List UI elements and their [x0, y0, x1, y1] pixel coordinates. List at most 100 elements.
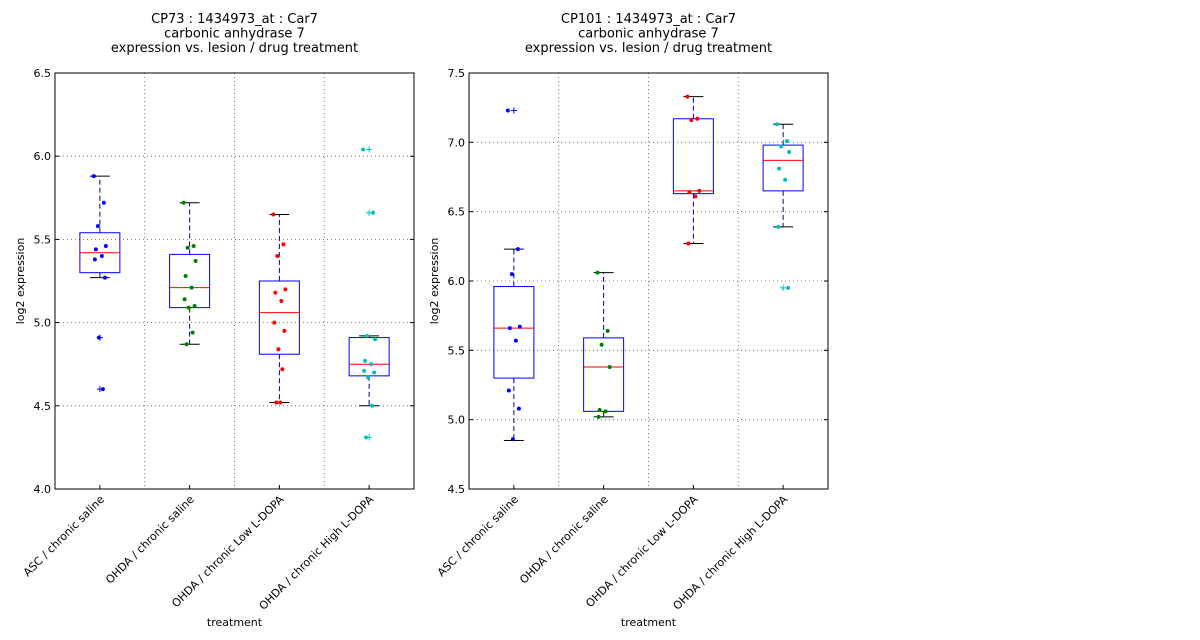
box-iqr	[348, 337, 390, 377]
data-point	[282, 328, 287, 333]
flier-marker	[510, 107, 517, 114]
data-point	[517, 324, 522, 329]
box-iqr	[583, 337, 625, 412]
data-point	[279, 298, 284, 303]
data-point	[276, 347, 281, 352]
data-point	[506, 388, 511, 393]
y-tick-label: 7.5	[448, 67, 466, 80]
data-point	[281, 242, 286, 247]
data-point	[783, 177, 788, 182]
data-point	[599, 342, 604, 347]
y-tick-label: 4.0	[34, 483, 52, 496]
data-point	[181, 200, 186, 205]
data-point	[361, 147, 366, 152]
y-tick-label: 6.5	[34, 67, 52, 80]
data-point	[183, 274, 188, 279]
data-point	[787, 150, 792, 155]
data-point	[516, 406, 521, 411]
data-point	[366, 375, 371, 380]
chart-title-line-3: expression vs. lesion / drug treatment	[525, 41, 772, 56]
data-point	[597, 407, 602, 412]
data-point	[697, 188, 702, 193]
data-point	[775, 122, 780, 127]
data-point	[777, 166, 782, 171]
data-point	[93, 247, 98, 252]
data-point	[362, 368, 367, 373]
chart-title-line-3: expression vs. lesion / drug treatment	[111, 41, 358, 56]
data-point	[786, 285, 791, 290]
data-point	[272, 320, 277, 325]
y-axis-label: log2 expression	[14, 238, 27, 325]
x-axis-label: treatment	[207, 616, 263, 629]
data-point	[101, 200, 106, 205]
box-iqr	[493, 286, 535, 379]
data-point	[369, 362, 374, 367]
data-point	[186, 305, 191, 310]
data-point	[100, 387, 105, 392]
data-point	[779, 144, 784, 149]
data-point	[102, 275, 107, 280]
chart-title-line-2: carbonic anhydrase 7	[578, 27, 719, 42]
data-point	[271, 212, 276, 217]
data-point	[371, 210, 376, 215]
data-point	[595, 270, 600, 275]
data-point	[96, 335, 101, 340]
box-iqr	[169, 253, 211, 309]
data-point	[505, 108, 510, 113]
data-point	[191, 244, 196, 249]
data-point	[192, 303, 197, 308]
data-point	[685, 94, 690, 99]
x-tick-label: ASC / chronic saline	[435, 493, 521, 579]
data-point	[185, 245, 190, 250]
y-tick-label: 6.0	[448, 275, 466, 288]
data-point	[99, 254, 104, 259]
data-point	[510, 437, 515, 442]
chart-title-line-2: carbonic anhydrase 7	[164, 27, 305, 42]
data-point	[605, 328, 610, 333]
data-point	[603, 409, 608, 414]
data-point	[184, 342, 189, 347]
data-point	[370, 403, 375, 408]
y-tick-label: 5.0	[34, 317, 52, 330]
flier-marker	[366, 146, 373, 153]
data-point	[182, 297, 187, 302]
x-axis-label: treatment	[621, 616, 677, 629]
data-point	[278, 400, 283, 405]
data-point	[515, 247, 520, 252]
x-tick-label: OHDA / chronic saline	[103, 493, 197, 587]
data-point	[190, 330, 195, 335]
data-point	[693, 194, 698, 199]
data-point	[193, 259, 198, 264]
data-point	[364, 435, 369, 440]
data-point	[509, 272, 514, 277]
data-point	[776, 224, 781, 229]
x-tick-label: ASC / chronic saline	[21, 493, 107, 579]
data-point	[103, 244, 108, 249]
y-tick-label: 6.5	[448, 206, 466, 219]
data-point	[363, 358, 368, 363]
box-iqr	[762, 144, 804, 192]
data-point	[687, 190, 692, 195]
data-point	[275, 254, 280, 259]
data-point	[92, 257, 97, 262]
chart-title-line-1: CP101 : 1434973_at : Car7	[561, 12, 736, 27]
data-point	[283, 287, 288, 292]
data-point	[785, 138, 790, 143]
y-tick-label: 5.0	[448, 414, 466, 427]
y-tick-label: 5.5	[34, 233, 52, 246]
data-point	[689, 118, 694, 123]
data-point	[280, 367, 285, 372]
y-tick-label: 4.5	[448, 483, 466, 496]
data-point	[189, 285, 194, 290]
data-point	[91, 174, 96, 179]
data-point	[596, 414, 601, 419]
data-point	[95, 224, 100, 229]
plot-frame	[468, 72, 829, 490]
y-tick-label: 7.0	[448, 136, 466, 149]
data-point	[273, 290, 278, 295]
data-point	[372, 370, 377, 375]
data-point	[365, 333, 370, 338]
data-point	[607, 364, 612, 369]
